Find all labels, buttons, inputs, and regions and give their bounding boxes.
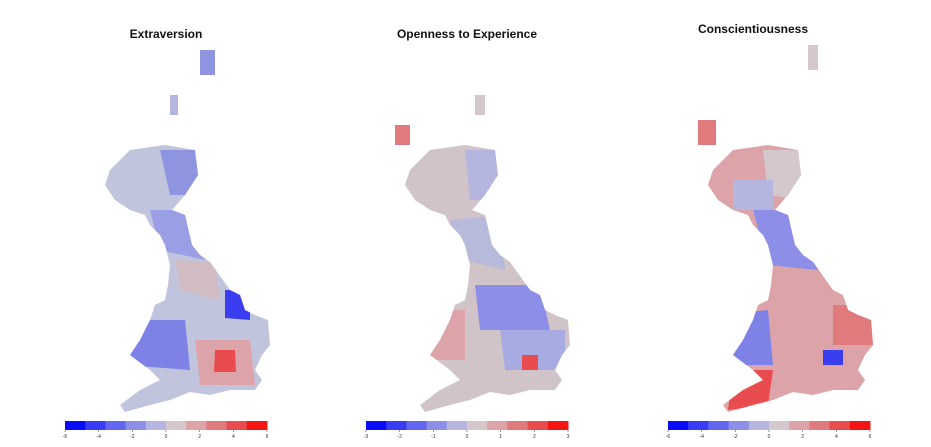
colorbar-swatch (748, 421, 770, 430)
colorbar-tick-label: 4 (835, 434, 838, 440)
colorbar-swatch (105, 421, 127, 430)
colorbar-swatch (547, 421, 569, 430)
colorbar-tick-label: 1 (499, 434, 502, 440)
map-title: Conscientiousness (698, 22, 808, 36)
colorbar-tick-label: -1 (431, 434, 436, 440)
colorbar-swatch (366, 421, 387, 430)
colorbar-swatch (467, 421, 488, 430)
colorbar-swatch (145, 421, 167, 430)
colorbar-swatch (728, 421, 750, 430)
colorbar-swatch (487, 421, 508, 430)
colorbar-tick-label: 2 (198, 434, 201, 440)
map-title: Openness to Experience (397, 27, 537, 41)
colorbar-swatch (688, 421, 709, 430)
colorbar-swatch (186, 421, 207, 430)
colorbar-tick-label: -4 (699, 434, 704, 440)
colorbar-tick-label: -2 (397, 434, 402, 440)
colorbar-swatch (65, 421, 86, 430)
colorbar-swatch (85, 421, 106, 430)
colorbar-swatch (166, 421, 187, 430)
colorbar-swatch (125, 421, 147, 430)
colorbar-swatch (527, 421, 549, 430)
colorbar-swatch (406, 421, 428, 430)
colorbar-tick-label: 3 (567, 434, 570, 440)
colorbar-tick-label: -6 (63, 434, 68, 440)
colorbar-swatch (446, 421, 468, 430)
colorbar-swatch (809, 421, 831, 430)
colorbar-swatch (668, 421, 689, 430)
colorbar-swatch (769, 421, 790, 430)
colorbar-tick-label: 4 (232, 434, 235, 440)
map-title: Extraversion (130, 27, 203, 41)
colorbar-tick-label: 2 (801, 434, 804, 440)
colorbar-swatch (226, 421, 248, 430)
colorbar-swatch (829, 421, 851, 430)
colorbar-tick-label: 6 (266, 434, 269, 440)
colorbar-tick-label: -4 (96, 434, 101, 440)
colorbar-tick-label: -2 (130, 434, 135, 440)
colorbar-swatch (426, 421, 448, 430)
colorbar-tick-label: -6 (666, 434, 671, 440)
colorbar-swatch (246, 421, 268, 430)
colorbar-swatch (789, 421, 810, 430)
colorbar-swatch (386, 421, 407, 430)
colorbar-swatch (507, 421, 529, 430)
colorbar-swatch (206, 421, 228, 430)
colorbar-tick-label: 6 (869, 434, 872, 440)
colorbar-tick-label: -3 (364, 434, 369, 440)
colorbar-tick-label: 2 (533, 434, 536, 440)
colorbar-swatch (849, 421, 871, 430)
colorbar-swatch (708, 421, 730, 430)
colorbar-tick-label: 0 (466, 434, 469, 440)
colorbar-tick-label: 0 (165, 434, 168, 440)
colorbar-tick-label: -2 (733, 434, 738, 440)
map-extraversion: Extraversion (105, 27, 270, 412)
map-openness: Openness to Experience (395, 27, 570, 412)
map-conscientiousness: Conscientiousness (698, 22, 873, 412)
colorbar-tick-label: 0 (768, 434, 771, 440)
